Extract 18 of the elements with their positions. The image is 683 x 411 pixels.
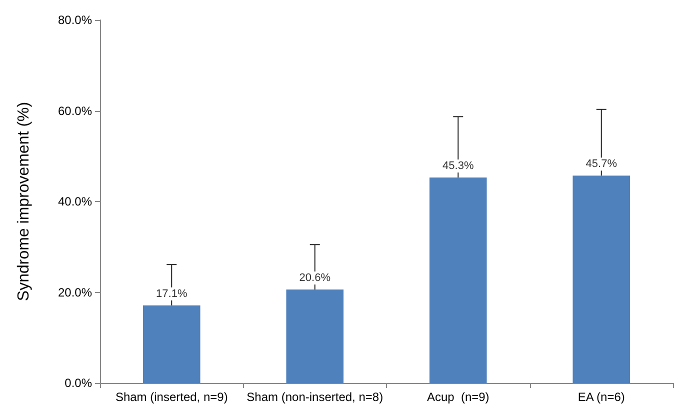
bar [572,176,630,383]
x-tick-label: EA (n=6) [578,390,625,404]
data-label: 45.7% [586,158,618,170]
y-tick-label: 0.0% [64,376,92,390]
data-label: 45.3% [442,160,474,172]
data-label: 20.6% [299,272,331,284]
x-tick-label: Sham (non-inserted, n=8) [246,390,384,404]
bar [142,305,200,383]
bar [429,177,487,383]
y-axis-title: Syndrome improvement (%) [16,102,32,302]
y-tick-label: 20.0% [58,285,92,300]
y-tick-label: 40.0% [58,194,92,208]
x-tick-label: Acup (n=9) [426,390,490,404]
bar [286,290,344,383]
x-tick-label: Sham (inserted, n=9) [115,390,228,404]
y-tick-label: 60.0% [58,104,92,118]
y-tick-label: 80.0% [58,13,92,27]
data-label: 17.1% [156,288,188,300]
